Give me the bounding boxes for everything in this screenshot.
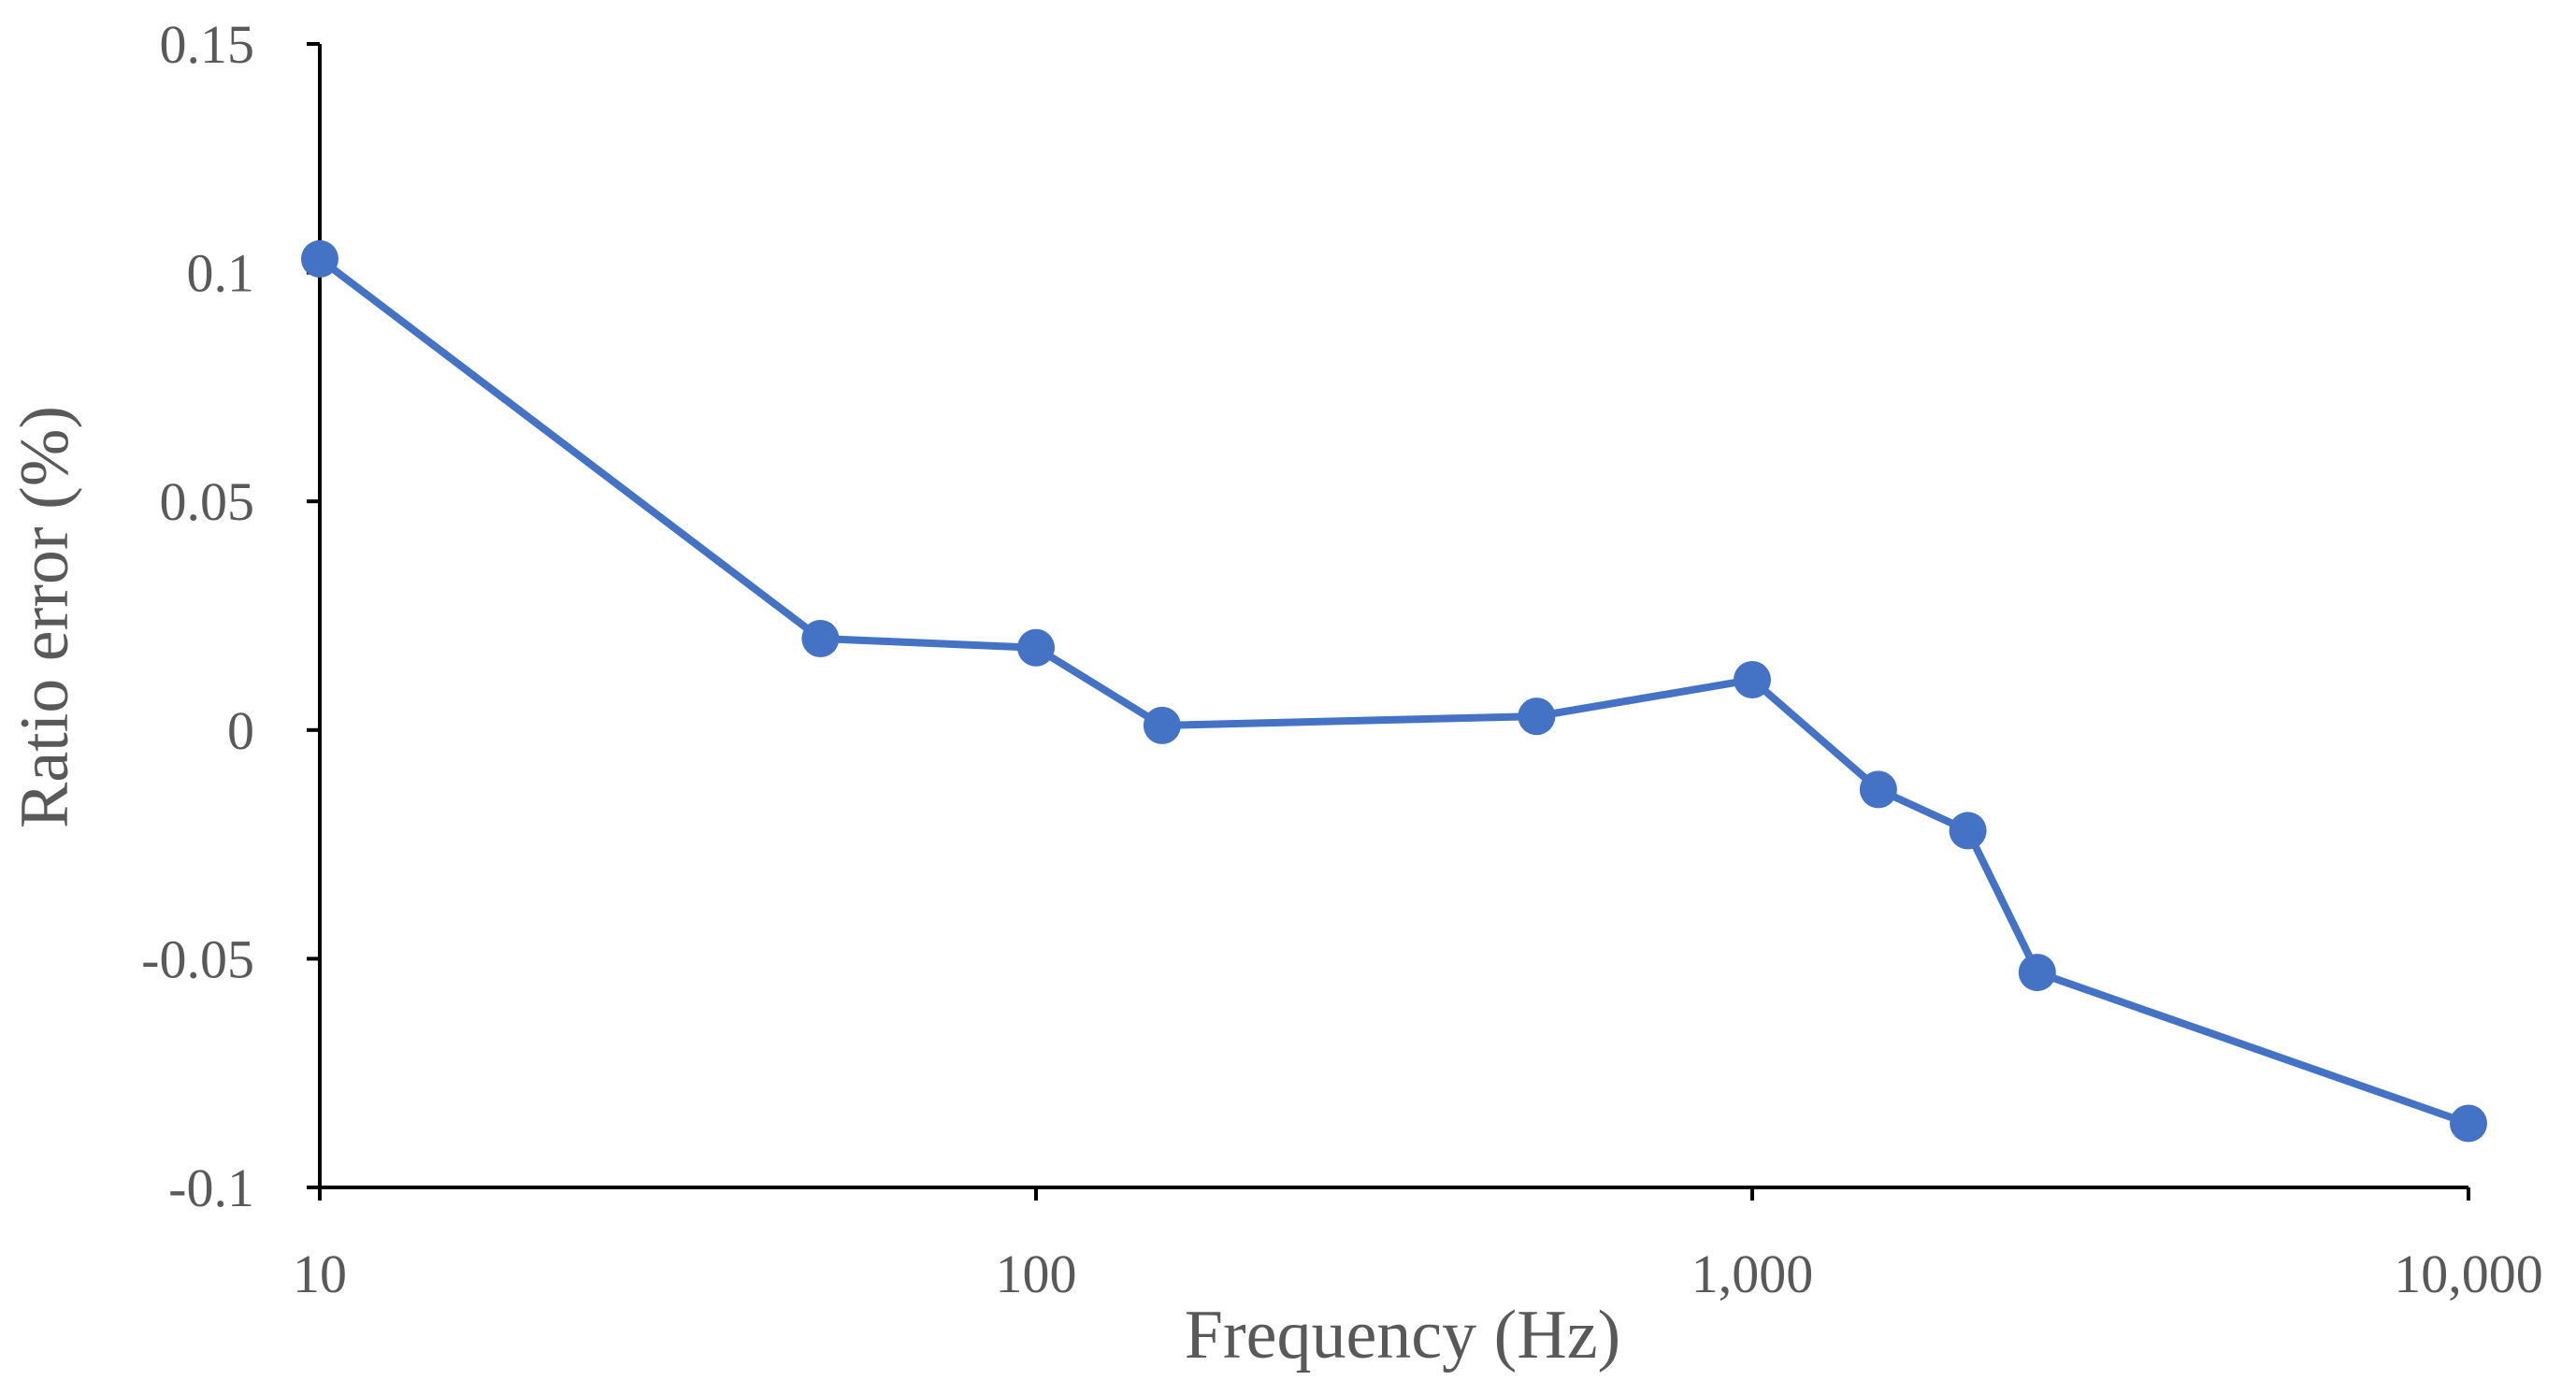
y-axis-ticks: 0.15 0.1 0.05 0 -0.05 -0.1	[141, 14, 320, 1218]
data-point	[301, 239, 338, 278]
y-tick-label: 0.1	[187, 243, 255, 304]
data-point	[1859, 770, 1897, 809]
data-point	[1143, 706, 1181, 744]
x-axis-ticks: 10 100 1,000 10,000	[293, 1187, 2543, 1304]
x-tick-label: 100	[996, 1244, 1077, 1304]
data-point	[2018, 954, 2056, 992]
data-point	[2450, 1104, 2487, 1143]
data-point	[1734, 660, 1771, 698]
x-tick-label: 1,000	[1691, 1244, 1814, 1304]
y-tick-label: 0.05	[160, 471, 255, 532]
data-point	[1949, 812, 1987, 850]
series-line	[317, 255, 2470, 1128]
x-tick-label: 10	[293, 1244, 347, 1304]
y-tick-label: 0	[227, 700, 254, 761]
data-point	[1518, 698, 1556, 736]
series-layer	[301, 239, 2487, 1143]
x-axis-title: Frequency (Hz)	[1185, 1297, 1620, 1373]
y-tick-label: 0.15	[160, 14, 255, 75]
x-tick-label: 10,000	[2394, 1244, 2543, 1304]
y-axis-title: Ratio error (%)	[7, 406, 83, 828]
data-point	[801, 619, 840, 657]
y-tick-label: -0.05	[141, 928, 254, 989]
y-tick-label: -0.1	[168, 1158, 254, 1218]
data-point	[1017, 628, 1055, 667]
